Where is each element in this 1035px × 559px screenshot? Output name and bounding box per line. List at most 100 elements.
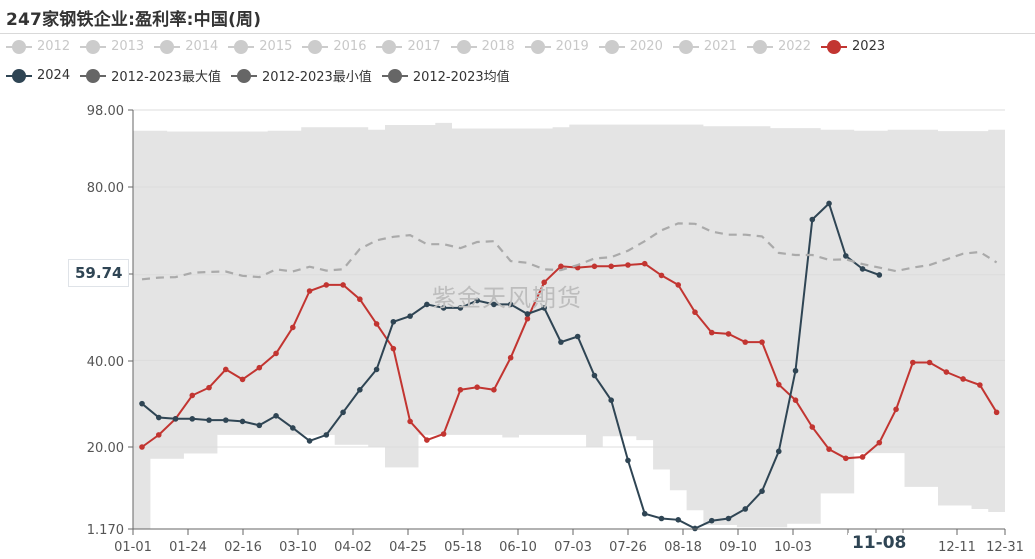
data-point[interactable] [156, 415, 162, 421]
data-point[interactable] [223, 367, 229, 373]
data-point[interactable] [273, 351, 279, 357]
data-point[interactable] [474, 384, 480, 390]
data-point[interactable] [223, 417, 229, 423]
data-point[interactable] [592, 264, 598, 270]
data-point[interactable] [206, 417, 212, 423]
data-point[interactable] [156, 432, 162, 438]
watermark-text: 紫金天风期货 [432, 278, 582, 313]
data-point[interactable] [558, 264, 564, 270]
data-point[interactable] [240, 377, 246, 383]
data-point[interactable] [290, 425, 296, 431]
data-point[interactable] [809, 424, 815, 430]
data-point[interactable] [726, 331, 732, 337]
data-point[interactable] [273, 413, 279, 419]
x-tick-label: 10-03 [774, 540, 812, 555]
data-point[interactable] [877, 440, 883, 446]
data-point[interactable] [625, 458, 631, 464]
data-point[interactable] [742, 339, 748, 345]
x-tick-label: 08-18 [664, 540, 702, 555]
data-point[interactable] [659, 516, 665, 522]
data-point[interactable] [709, 518, 715, 524]
data-point[interactable] [139, 401, 145, 407]
data-point[interactable] [910, 360, 916, 366]
data-point[interactable] [525, 316, 531, 322]
data-point[interactable] [759, 339, 765, 345]
data-point[interactable] [508, 355, 514, 361]
x-tick-label: 12-31 [986, 540, 1024, 555]
data-point[interactable] [944, 369, 950, 375]
data-point[interactable] [558, 339, 564, 345]
data-point[interactable] [173, 416, 179, 422]
data-point[interactable] [240, 419, 246, 425]
data-point[interactable] [374, 367, 380, 373]
data-point[interactable] [893, 407, 899, 413]
data-point[interactable] [189, 416, 195, 422]
data-point[interactable] [742, 506, 748, 512]
data-point[interactable] [759, 488, 765, 494]
data-point[interactable] [139, 444, 145, 450]
data-point[interactable] [324, 282, 330, 288]
data-point[interactable] [491, 387, 497, 393]
x-tick-label: 07-26 [609, 540, 647, 555]
data-point[interactable] [424, 302, 430, 308]
data-point[interactable] [960, 376, 966, 382]
data-point[interactable] [642, 511, 648, 517]
data-point[interactable] [675, 282, 681, 288]
data-point[interactable] [189, 393, 195, 399]
data-point[interactable] [424, 437, 430, 443]
data-point[interactable] [692, 526, 698, 532]
data-point[interactable] [407, 419, 413, 425]
data-point[interactable] [709, 330, 715, 336]
data-point[interactable] [826, 446, 832, 452]
data-point[interactable] [391, 346, 397, 352]
data-point[interactable] [860, 454, 866, 460]
data-point[interactable] [257, 365, 263, 371]
data-point[interactable] [994, 410, 1000, 416]
data-point[interactable] [826, 201, 832, 207]
data-point[interactable] [877, 272, 883, 278]
y-axis-pointer-label: 59.74 [68, 259, 129, 287]
data-point[interactable] [407, 313, 413, 319]
data-point[interactable] [793, 368, 799, 374]
x-tick-label: 03-10 [279, 540, 317, 555]
data-point[interactable] [659, 273, 665, 279]
data-point[interactable] [340, 410, 346, 416]
data-point[interactable] [307, 438, 313, 444]
data-point[interactable] [374, 321, 380, 327]
x-tick-label: 12-11 [938, 540, 976, 555]
data-point[interactable] [575, 334, 581, 340]
data-point[interactable] [726, 516, 732, 522]
data-point[interactable] [324, 432, 330, 438]
data-point[interactable] [441, 431, 447, 437]
data-point[interactable] [608, 264, 614, 270]
data-point[interactable] [793, 397, 799, 403]
x-tick-label: 02-16 [224, 540, 262, 555]
data-point[interactable] [776, 449, 782, 455]
data-point[interactable] [592, 373, 598, 379]
data-point[interactable] [257, 423, 263, 429]
data-point[interactable] [692, 309, 698, 315]
data-point[interactable] [340, 282, 346, 288]
data-point[interactable] [608, 397, 614, 403]
min-max-range-band [133, 123, 1005, 529]
data-point[interactable] [642, 261, 648, 267]
data-point[interactable] [843, 455, 849, 461]
x-tick-label: 04-02 [334, 540, 372, 555]
data-point[interactable] [927, 360, 933, 366]
data-point[interactable] [391, 319, 397, 325]
data-point[interactable] [776, 382, 782, 388]
data-point[interactable] [860, 266, 866, 272]
data-point[interactable] [843, 253, 849, 259]
y-tick-label: 1.170 [87, 523, 124, 538]
data-point[interactable] [675, 517, 681, 523]
data-point[interactable] [357, 387, 363, 393]
data-point[interactable] [809, 217, 815, 223]
data-point[interactable] [290, 325, 296, 331]
data-point[interactable] [307, 288, 313, 294]
x-tick-label: 01-01 [114, 540, 152, 555]
data-point[interactable] [977, 382, 983, 388]
data-point[interactable] [625, 262, 631, 268]
data-point[interactable] [357, 296, 363, 302]
data-point[interactable] [458, 387, 464, 393]
data-point[interactable] [206, 385, 212, 391]
